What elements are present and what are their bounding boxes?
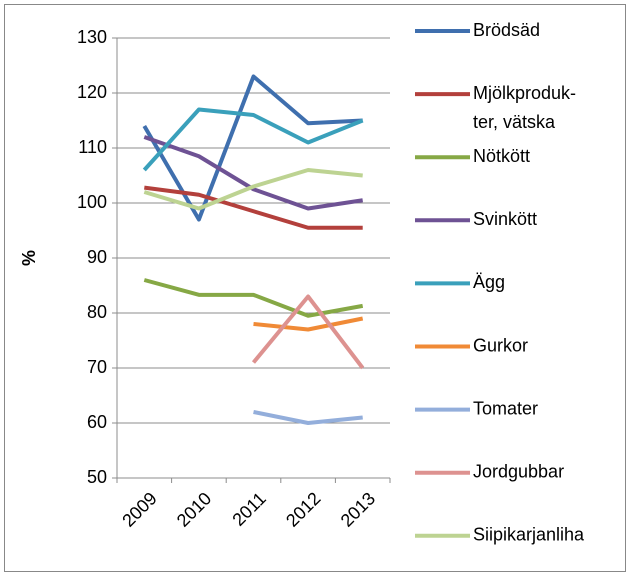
legend-label: Brödsäd [473,20,540,40]
series-line [253,316,364,332]
legend-label: Nötkött [473,146,530,166]
y-tick-label: 80 [87,302,107,322]
series-line [142,74,363,222]
series-line [251,294,365,370]
y-tick-label: 90 [87,247,107,267]
series-line [142,107,364,172]
legend-label: Gurkor [473,335,528,355]
y-tick-label: 120 [77,82,107,102]
legend-label: Mjölkproduk-ter, vätska [473,83,576,132]
y-tick-label: 130 [77,27,107,47]
y-tick-label: 70 [87,357,107,377]
series-line [144,185,363,230]
series-line [143,168,363,211]
chart-border [4,4,626,572]
y-tick-label: 50 [87,467,107,487]
legend-label: Tomater [473,398,538,418]
series-line [143,135,363,211]
legend-label: Jordgubbar [473,461,564,481]
series-line [143,278,364,318]
y-tick-label: 100 [77,192,107,212]
y-axis-label: % [19,250,39,266]
legend-label: Ägg [473,272,505,292]
y-tick-label: 110 [78,137,107,157]
y-tick-label: 60 [87,412,107,432]
legend-label: Svinkött [473,209,537,229]
series-line [253,410,363,425]
legend-label: Siipikarjanliha [473,525,585,545]
